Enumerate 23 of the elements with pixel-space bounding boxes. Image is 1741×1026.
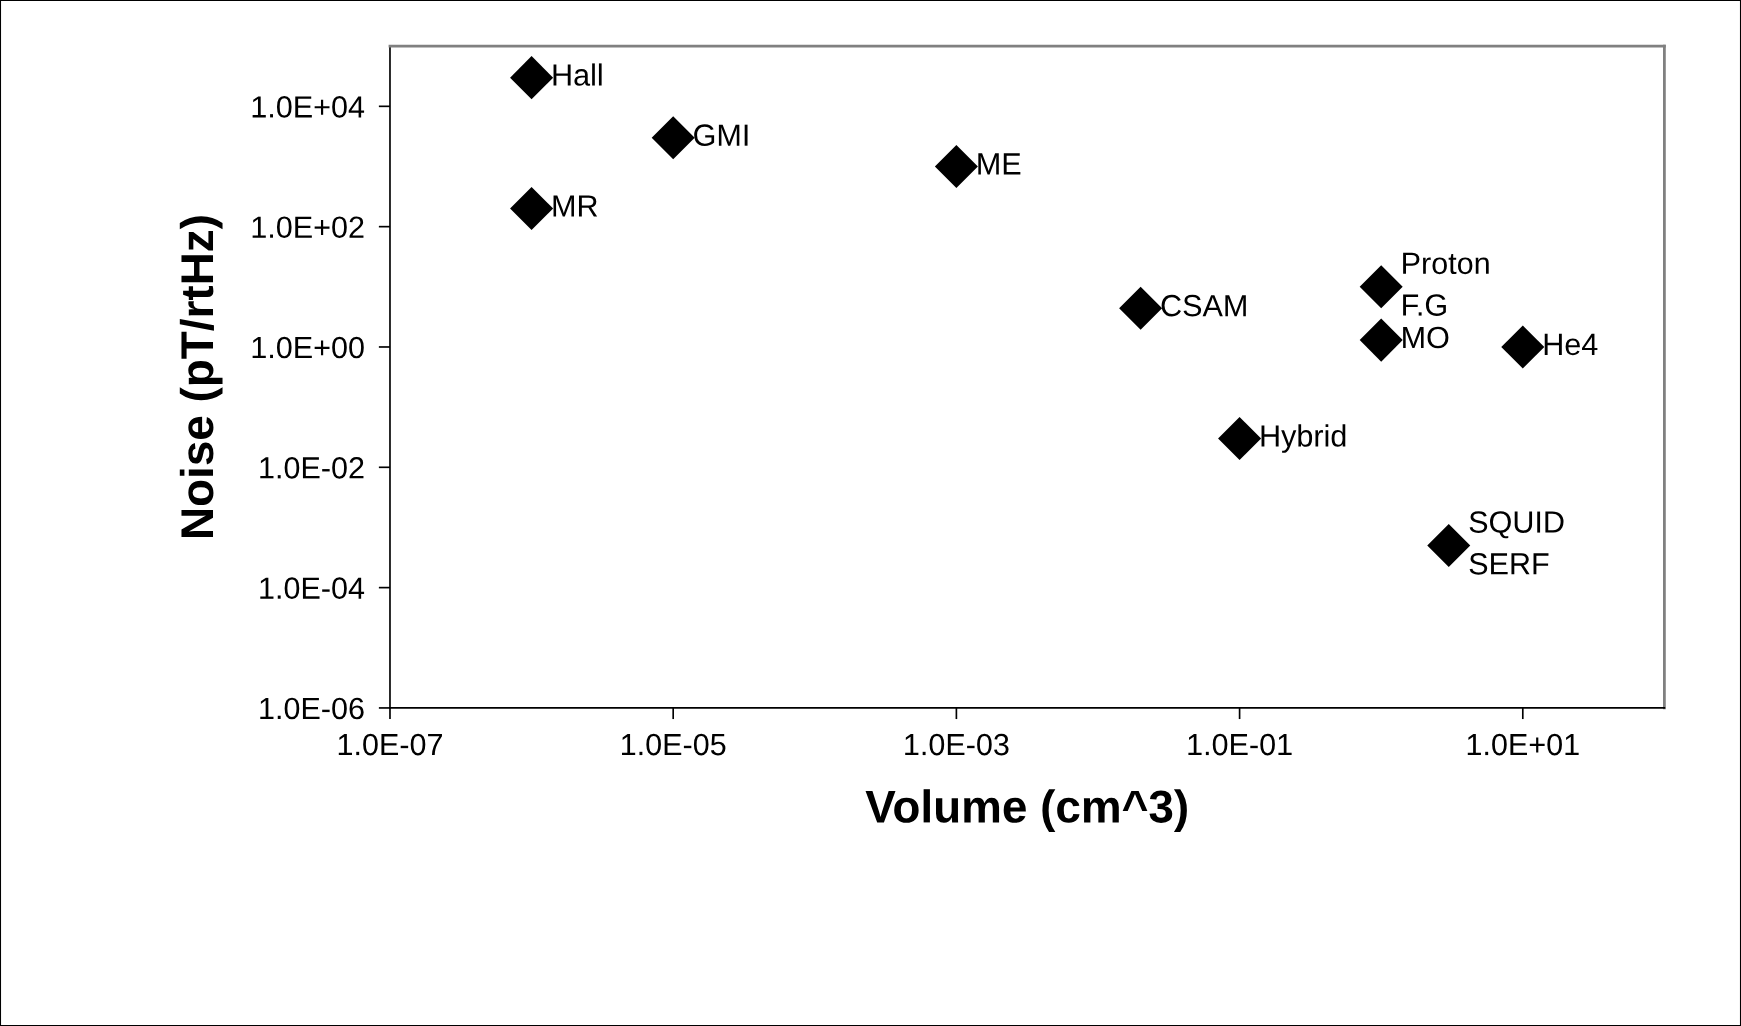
x-tick-label: 1.0E+01	[1467, 733, 1579, 756]
annotation: MO	[1403, 326, 1449, 349]
x-tick-label: 1.0E-01	[1188, 733, 1292, 756]
y-tick-label: 1.0E-06	[260, 697, 364, 720]
annotation: SQUID SERF	[1469, 511, 1564, 575]
y-tick-label: 1.0E+02	[252, 216, 364, 239]
annotation: Proton F.G	[1403, 252, 1489, 316]
annotation: ME	[978, 153, 1021, 175]
x-tick-label: 1.0E-05	[622, 733, 726, 756]
annotation: CSAM	[1161, 294, 1246, 317]
y-tick-label: 1.0E+04	[252, 96, 365, 118]
annotation: Hall	[553, 63, 602, 86]
x-tick-label: 1.0E-03	[905, 733, 1009, 756]
annotation: Hybrid	[1261, 424, 1346, 453]
x-tick-label: 1.0E-07	[338, 733, 442, 756]
annotation: GMI	[694, 124, 748, 146]
y-tick-label: 1.0E-04	[260, 577, 365, 599]
x-axis-title: Volume (cm^3)	[865, 789, 1187, 832]
y-tick-label: 1.0E+00	[252, 336, 364, 359]
y-axis-title: Noise (pT/rtHz)	[179, 216, 223, 537]
annotation: He4	[1544, 333, 1598, 356]
y-tick-label: 1.0E-02	[260, 457, 364, 479]
annotation: MR	[553, 195, 598, 217]
